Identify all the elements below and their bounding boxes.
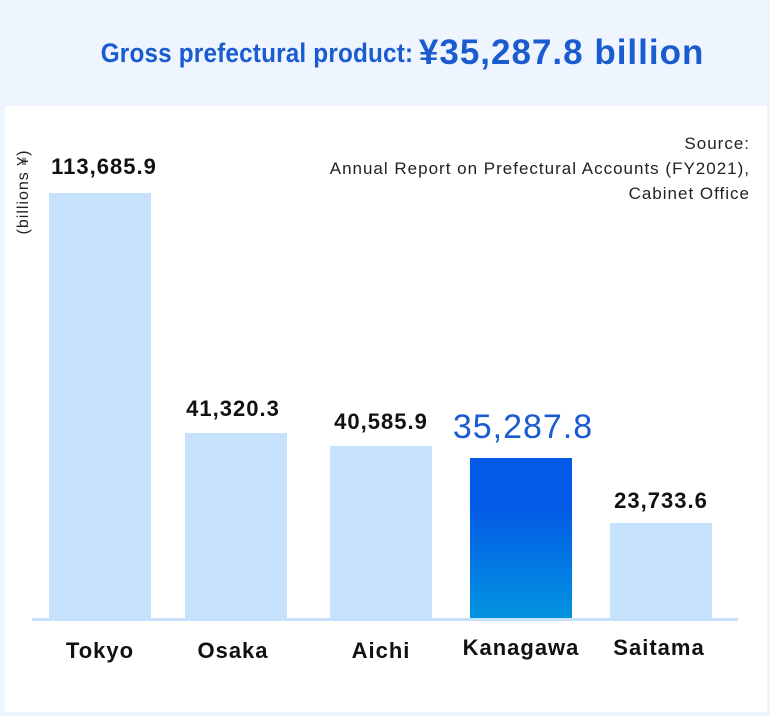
source-note: Source: Annual Report on Prefectural Acc… — [330, 131, 750, 206]
value-label-aichi: 40,585.9 — [334, 409, 428, 434]
bar-tokyo — [49, 193, 151, 619]
source-line-1: Source: — [684, 134, 750, 153]
value-label-saitama: 23,733.6 — [614, 488, 708, 513]
title-label: Gross prefectural product: — [100, 37, 413, 68]
bar-kanagawa — [470, 458, 572, 619]
bar-saitama — [610, 523, 712, 619]
title-value: ¥35,287.8 billion — [418, 33, 705, 72]
category-label-kanagawa: Kanagawa — [462, 635, 580, 660]
chart-title: Gross prefectural product: ¥35,287.8 bil… — [0, 0, 770, 106]
x-axis-baseline — [32, 618, 738, 621]
bar-aichi — [330, 446, 432, 619]
bar-osaka — [185, 433, 287, 619]
value-label-tokyo: 113,685.9 — [51, 154, 157, 179]
value-label-osaka: 41,320.3 — [186, 396, 280, 421]
category-label-tokyo: Tokyo — [65, 638, 135, 663]
category-label-osaka: Osaka — [197, 638, 269, 663]
category-label-saitama: Saitama — [613, 635, 705, 660]
value-label-kanagawa: 35,287.8 — [452, 408, 594, 446]
category-label-aichi: Aichi — [351, 638, 411, 663]
source-line-3: Cabinet Office — [628, 184, 750, 203]
source-line-2: Annual Report on Prefectural Accounts (F… — [329, 159, 750, 178]
